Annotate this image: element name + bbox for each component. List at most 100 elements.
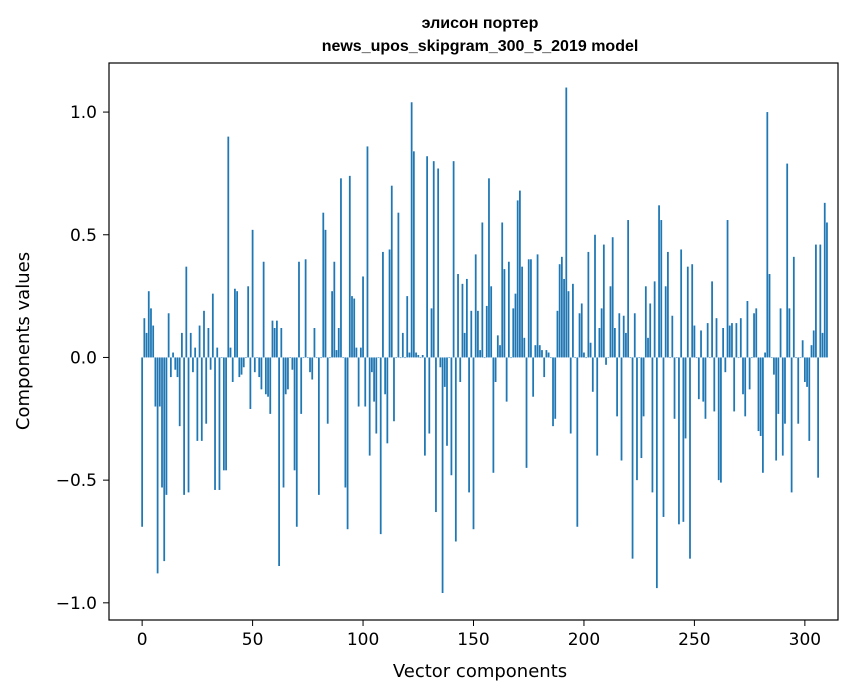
bar	[715, 318, 718, 358]
bar	[501, 222, 504, 358]
bar	[357, 357, 360, 407]
bar	[344, 357, 347, 488]
bar	[457, 274, 459, 358]
bar	[770, 357, 773, 359]
bar	[306, 357, 309, 359]
bar	[406, 296, 409, 358]
bar	[591, 357, 594, 392]
bar	[821, 332, 824, 358]
bar	[691, 264, 694, 358]
bar	[636, 357, 638, 481]
bar	[667, 251, 669, 358]
bar	[492, 357, 495, 473]
bar	[397, 212, 400, 358]
bar	[247, 286, 250, 358]
bar	[775, 357, 778, 461]
bar	[806, 357, 808, 387]
bar	[479, 350, 482, 358]
bar	[726, 220, 729, 358]
bar	[227, 136, 230, 358]
bar	[792, 256, 795, 358]
bar	[169, 357, 172, 378]
bar	[768, 274, 771, 358]
bar	[348, 175, 351, 358]
bar	[797, 357, 800, 424]
bar	[519, 190, 521, 358]
bar	[647, 337, 649, 358]
bar	[737, 357, 740, 359]
bar	[576, 357, 579, 527]
bar	[174, 357, 177, 370]
x-tick-label: 0	[137, 630, 148, 650]
plot-area	[109, 63, 838, 620]
bar	[147, 291, 150, 358]
bar	[156, 357, 159, 574]
bar	[154, 357, 157, 407]
bar	[755, 308, 758, 358]
bar	[448, 357, 451, 359]
x-tick-label: 150	[457, 630, 489, 650]
bar	[664, 286, 667, 358]
bar	[209, 357, 212, 370]
y-tick-label: −0.5	[56, 471, 97, 491]
bar	[200, 357, 203, 441]
bar	[496, 335, 499, 358]
bar	[163, 357, 166, 562]
bar	[152, 325, 155, 358]
bar	[532, 357, 535, 397]
bar	[245, 357, 247, 359]
bar	[538, 345, 541, 358]
bar	[713, 357, 716, 412]
bar	[596, 357, 599, 456]
bar	[616, 357, 618, 417]
bar	[662, 357, 665, 517]
bar	[222, 357, 225, 471]
bar	[801, 340, 804, 358]
bar	[627, 220, 630, 358]
bar	[569, 357, 572, 434]
bar	[545, 350, 548, 358]
bar	[293, 357, 296, 471]
bar	[401, 332, 404, 358]
bar	[642, 357, 645, 417]
bar	[757, 357, 760, 432]
bar	[234, 288, 236, 358]
bar	[786, 163, 789, 358]
bar	[412, 151, 415, 358]
bar	[629, 357, 632, 359]
bar	[795, 357, 797, 359]
bar	[731, 323, 733, 358]
bar	[507, 261, 510, 358]
x-tick-label: 100	[347, 630, 379, 650]
bar	[280, 328, 283, 358]
bar	[560, 256, 563, 358]
bar	[287, 357, 289, 390]
bar	[554, 357, 557, 419]
bar	[611, 237, 614, 358]
bar	[432, 161, 435, 358]
bar	[602, 244, 605, 358]
bar	[700, 330, 702, 358]
bar	[620, 357, 623, 461]
bar	[302, 357, 305, 359]
bar	[331, 291, 333, 358]
bar	[587, 251, 590, 358]
bar	[450, 357, 453, 476]
bar	[192, 357, 194, 373]
bar	[295, 357, 298, 527]
bar	[541, 350, 543, 358]
bar	[488, 178, 490, 358]
bar	[686, 266, 689, 358]
bar	[472, 357, 475, 530]
bar	[658, 205, 660, 358]
bar	[430, 308, 433, 358]
bar	[236, 291, 239, 358]
bar	[708, 357, 711, 359]
bar	[614, 328, 616, 358]
bar	[711, 281, 713, 358]
bars-layer	[141, 87, 828, 594]
bar	[583, 352, 585, 358]
bar	[141, 357, 144, 527]
bar	[355, 347, 358, 358]
bar	[463, 332, 466, 358]
